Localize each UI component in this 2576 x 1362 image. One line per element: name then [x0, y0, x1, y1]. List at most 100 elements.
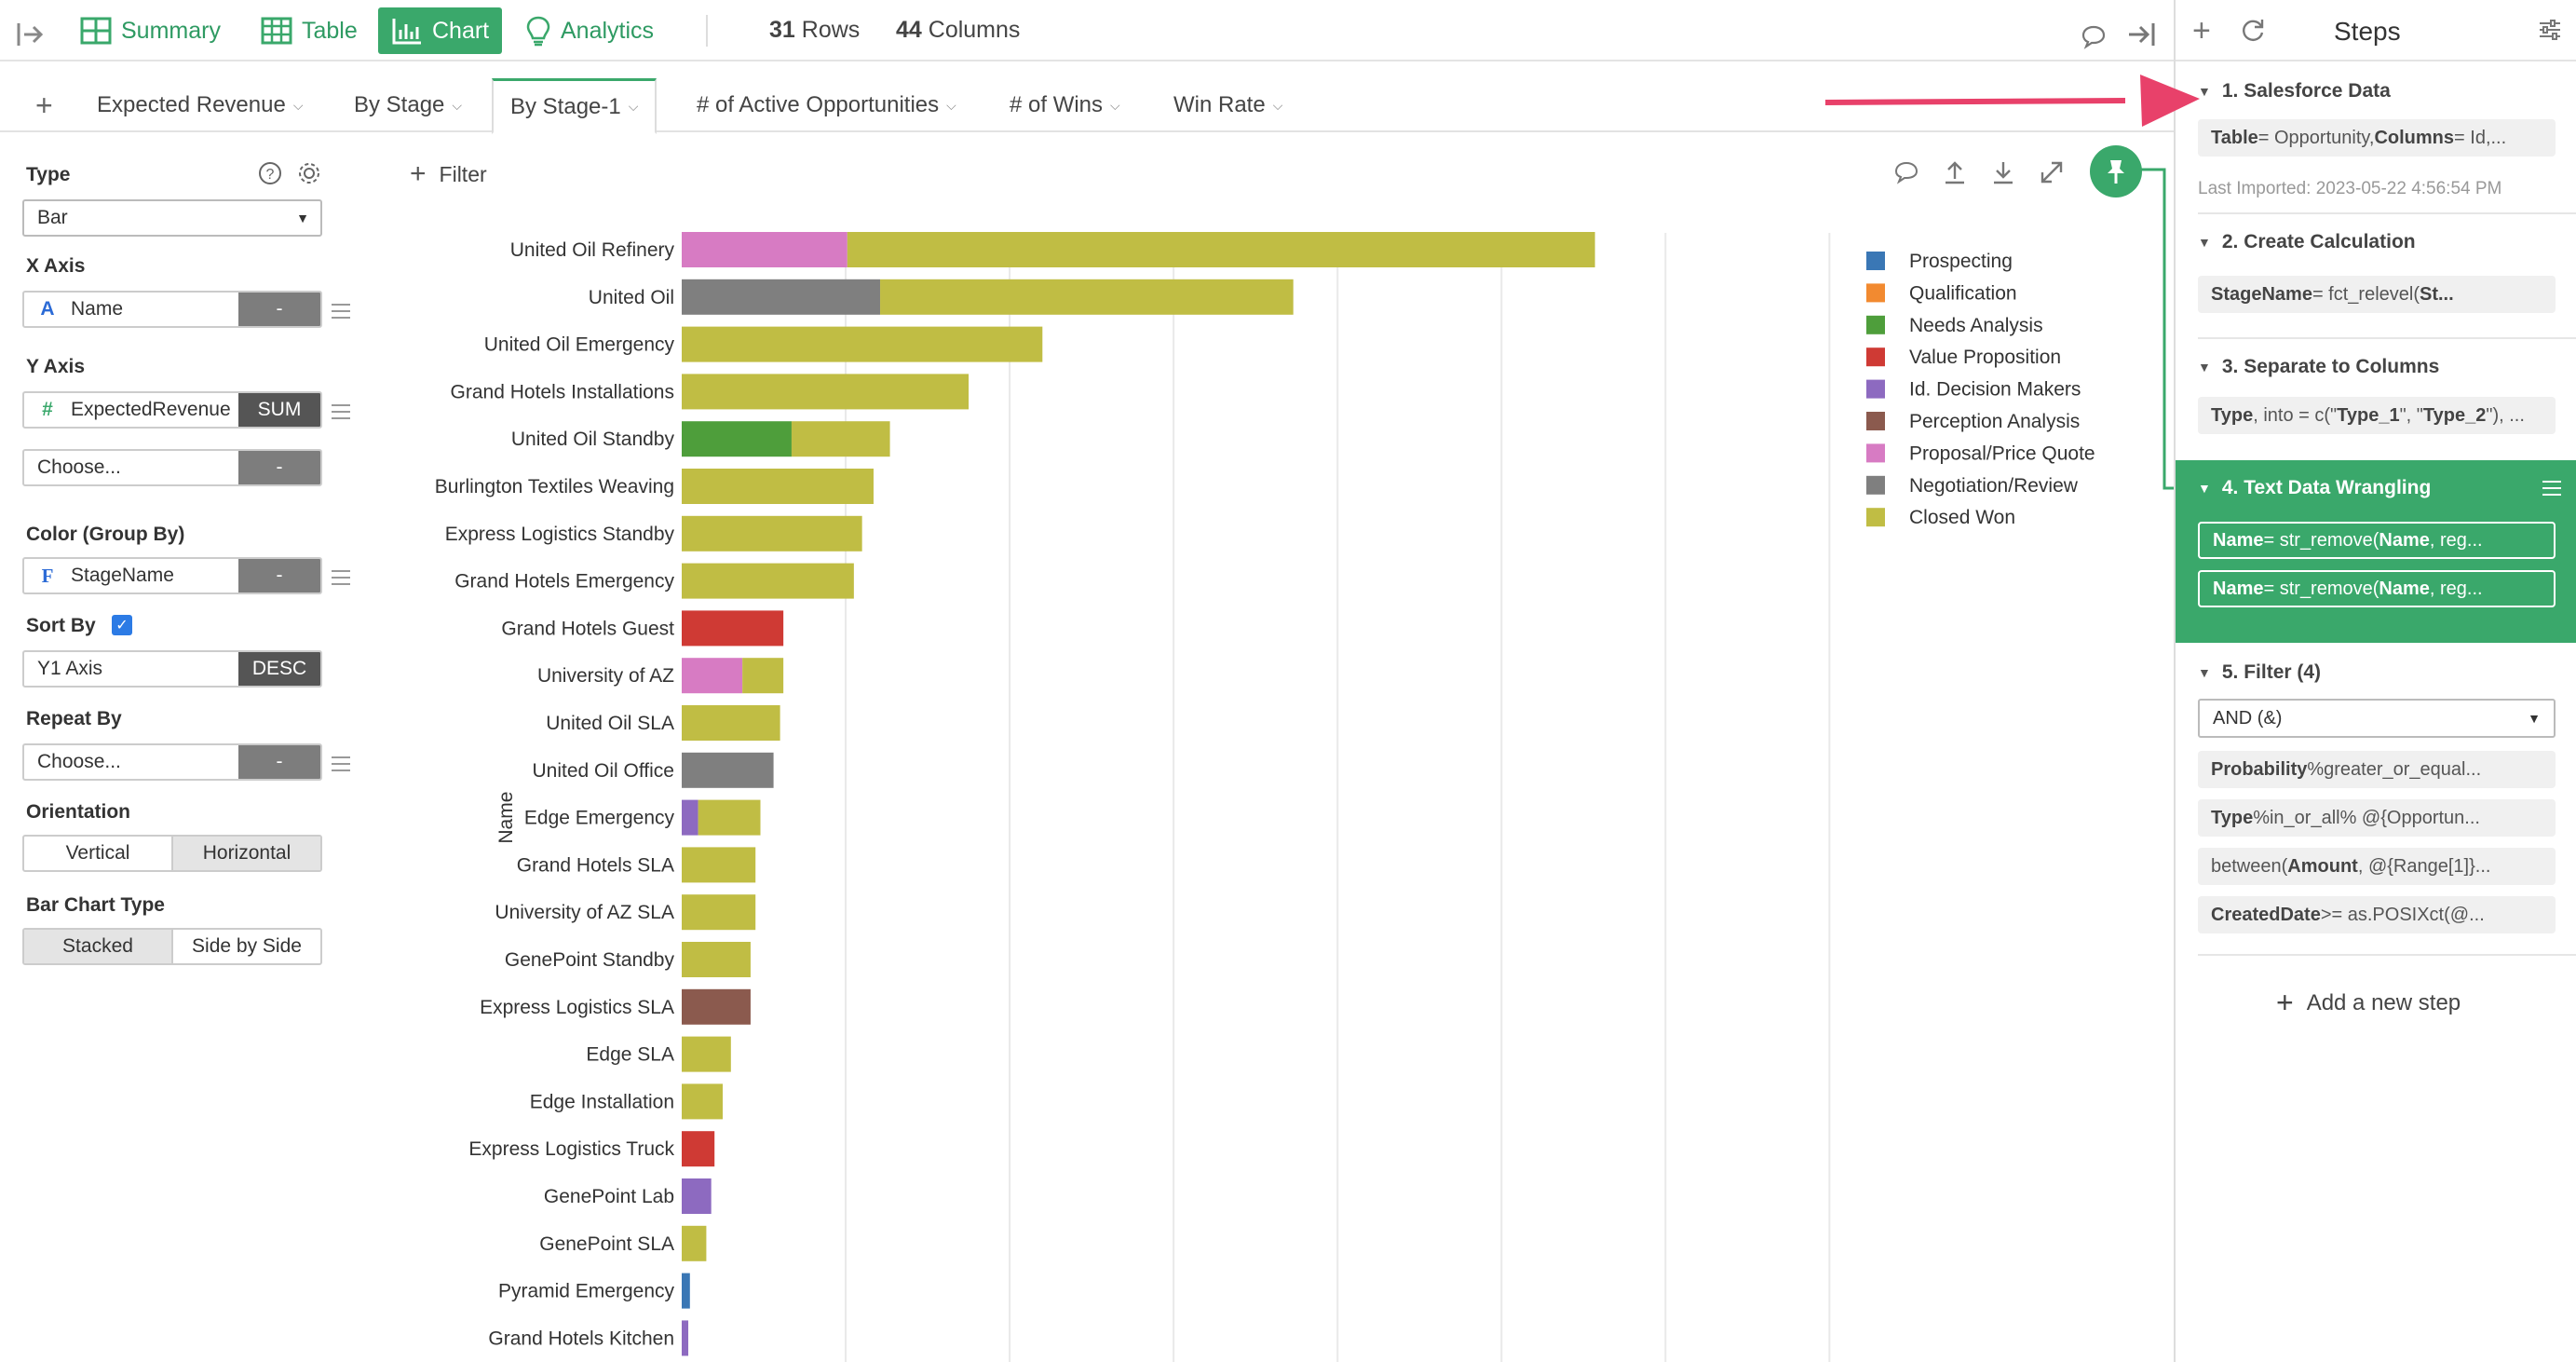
repeat-field[interactable]: Choose... - [22, 743, 322, 781]
y-axis-field[interactable]: # ExpectedRevenue SUM [22, 391, 322, 429]
settings-sliders-icon[interactable] [2537, 17, 2563, 43]
bar-segment[interactable] [682, 232, 847, 267]
repeat-agg[interactable]: - [238, 745, 320, 779]
last-imported: Last Imported: 2023-05-22 4:56:54 PM [2198, 179, 2502, 198]
comment-icon[interactable] [1892, 158, 1920, 186]
bar-segment[interactable] [682, 988, 751, 1025]
step3-detail[interactable]: Type, into = c(" Type_1 ", " Type_2 "), ... [2198, 397, 2556, 434]
orientation-vertical[interactable]: Vertical [65, 842, 130, 864]
chart-type-select[interactable]: Bar ▼ [22, 199, 322, 237]
table-tab[interactable]: Table [261, 7, 358, 54]
bar-segment[interactable] [682, 326, 1043, 362]
bar-segment[interactable] [682, 658, 743, 694]
tab-by-stage-1[interactable]: By Stage-1 ⌵ [492, 78, 658, 134]
tab-win-rate[interactable]: Win Rate ⌵ [1173, 92, 1283, 117]
bar-segment[interactable] [682, 1036, 731, 1072]
chart-tab[interactable]: Chart [378, 7, 503, 54]
add-new-step-button[interactable]: + Add a new step [2276, 986, 2461, 1019]
x-axis-agg[interactable]: - [238, 293, 320, 326]
step-text-data-wrangling[interactable]: ▼ 4. Text Data Wrangling Name = str_remov… [2176, 460, 2576, 643]
bar-segment[interactable] [682, 752, 774, 788]
svg-text:?: ? [266, 167, 275, 183]
bar-segment[interactable] [682, 279, 881, 315]
drag-handle-icon[interactable] [332, 756, 350, 771]
add-tab-button[interactable]: + [35, 88, 53, 122]
bar-segment[interactable] [791, 421, 890, 457]
filter-button[interactable]: + Filter [410, 158, 487, 190]
bar-segment[interactable] [682, 799, 698, 836]
drag-handle-icon[interactable] [332, 304, 350, 319]
drag-handle-icon[interactable] [332, 404, 350, 419]
bar-segment[interactable] [682, 1320, 689, 1356]
category-label: Pyramid Emergency [498, 1281, 675, 1302]
sort-direction[interactable]: DESC [238, 652, 320, 686]
tab-expected-revenue[interactable]: Expected Revenue ⌵ [97, 92, 304, 117]
upload-icon[interactable] [1941, 158, 1969, 186]
bar-segment[interactable] [682, 469, 874, 504]
bartype-side-by-side[interactable]: Side by Side [171, 930, 320, 963]
bar-segment[interactable] [682, 705, 780, 741]
bar-segment[interactable] [682, 1273, 690, 1309]
bar-segment[interactable] [698, 799, 761, 836]
bar-segment[interactable] [682, 1178, 712, 1214]
step1-detail[interactable]: Table = Opportunity, Columns = Id,... [2198, 119, 2556, 157]
bar-segment[interactable] [682, 1083, 724, 1120]
bar-segment[interactable] [847, 232, 1595, 267]
step-salesforce-data[interactable]: ▼ 1. Salesforce Data Table = Opportunity,… [2176, 61, 2576, 214]
step2-detail[interactable]: StageName = fct_relevel(St... [2198, 276, 2556, 313]
drag-handle-icon[interactable] [332, 570, 350, 585]
x-axis-field[interactable]: A Name - [22, 291, 322, 328]
bar-segment[interactable] [880, 279, 1294, 315]
tab-wins[interactable]: # of Wins ⌵ [1010, 92, 1120, 117]
collapse-left-icon[interactable] [13, 11, 56, 58]
y-axis-agg[interactable]: SUM [238, 393, 320, 427]
step-create-calculation[interactable]: ▼ 2. Create Calculation StageName = fct_r… [2176, 214, 2576, 339]
bar-segment[interactable] [682, 894, 756, 931]
collapse-right-icon[interactable] [2125, 11, 2168, 58]
step4-detail-1[interactable]: Name = str_remove(Name, reg... [2198, 522, 2556, 559]
filter-condition-4[interactable]: CreatedDate >= as.POSIXct(@... [2198, 896, 2556, 933]
expand-icon[interactable] [2038, 158, 2066, 186]
summary-tab[interactable]: Summary [80, 7, 221, 54]
orientation-horizontal[interactable]: Horizontal [171, 837, 320, 870]
category-label: Express Logistics Standby [445, 524, 675, 545]
y-axis2-agg[interactable]: - [238, 451, 320, 484]
bar-segment[interactable] [682, 1131, 715, 1167]
sort-checkbox[interactable]: ✓ [112, 615, 132, 635]
bar-segment[interactable] [682, 515, 862, 552]
step-separate-columns[interactable]: ▼ 3. Separate to Columns Type, into = c("… [2176, 339, 2576, 460]
filter-condition-3[interactable]: between(Amount, @{Range[1]}... [2198, 848, 2556, 885]
color-field[interactable]: F StageName - [22, 557, 322, 594]
bar-segment[interactable] [682, 847, 756, 883]
filter-condition-1[interactable]: Probability %greater_or_equal... [2198, 751, 2556, 788]
bar-segment[interactable] [682, 1225, 707, 1261]
pin-button[interactable] [2090, 145, 2142, 197]
filter-condition-2[interactable]: Type %in_or_all% @{Opportun... [2198, 799, 2556, 837]
bar-segment[interactable] [682, 374, 969, 410]
menu-icon[interactable] [2542, 481, 2561, 496]
y-axis2-field[interactable]: Choose... - [22, 449, 322, 486]
analytics-tab[interactable]: Analytics [525, 7, 654, 54]
step4-detail-2[interactable]: Name = str_remove(Name, reg... [2198, 570, 2556, 607]
bar-segment[interactable] [682, 563, 854, 599]
comment-icon[interactable] [2081, 13, 2116, 60]
tab-active-opportunities[interactable]: # of Active Opportunities ⌵ [697, 92, 956, 117]
download-icon[interactable] [1989, 158, 2017, 186]
sort-field[interactable]: Y1 Axis DESC [22, 650, 322, 688]
tab-by-stage[interactable]: By Stage ⌵ [354, 92, 463, 117]
gear-icon[interactable] [296, 160, 322, 186]
category-label: United Oil Refinery [510, 239, 675, 261]
bar-segment[interactable] [742, 658, 784, 694]
bar-segment[interactable] [682, 610, 784, 647]
add-step-icon[interactable]: + [2192, 13, 2211, 48]
refresh-icon[interactable] [2239, 17, 2267, 45]
bar-segment[interactable] [682, 942, 751, 977]
step-filter[interactable]: ▼ 5. Filter (4) AND (&) ▼ Probability %gre… [2176, 643, 2576, 956]
filter-operator-select[interactable]: AND (&) ▼ [2198, 699, 2556, 738]
color-agg[interactable]: - [238, 559, 320, 592]
bar-segment[interactable] [682, 421, 792, 457]
bartype-stacked[interactable]: Stacked [24, 930, 171, 963]
category-label: United Oil [589, 287, 674, 308]
pin-icon [2108, 160, 2124, 184]
help-icon[interactable]: ? [257, 160, 283, 186]
